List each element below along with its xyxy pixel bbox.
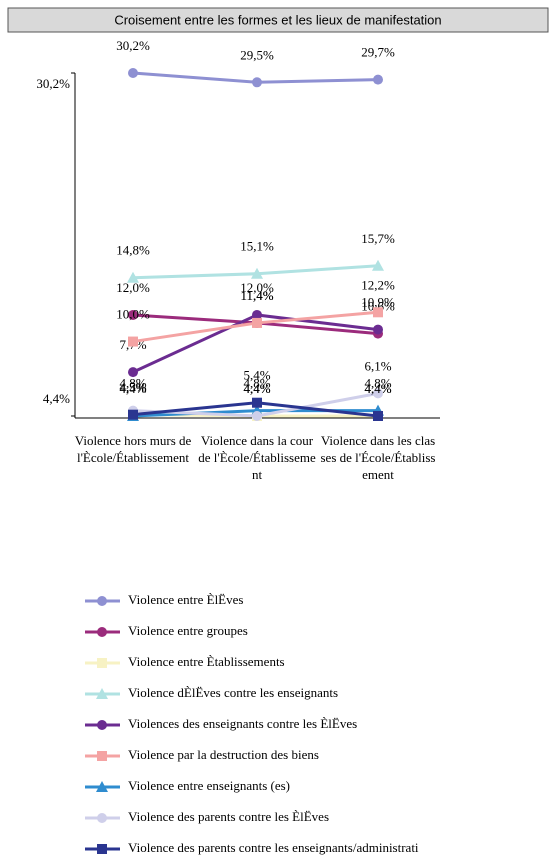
- data-point: [128, 367, 138, 378]
- chart-title: Croisement entre les formes et les lieux…: [114, 12, 441, 27]
- data-point: [128, 68, 138, 78]
- data-point: [252, 77, 262, 88]
- data-label: 15,7%: [361, 231, 395, 246]
- legend-marker: [97, 751, 107, 761]
- data-label: 10,0%: [116, 307, 150, 322]
- y-tick-label: 4,4%: [43, 391, 70, 406]
- data-label: 4,8%: [119, 376, 146, 391]
- data-label: 4,5%: [119, 380, 146, 395]
- data-label: 11,4%: [240, 288, 273, 303]
- legend-marker: [96, 781, 108, 792]
- data-point: [127, 271, 139, 283]
- data-label: 4,5%: [119, 380, 146, 395]
- legend-marker: [97, 627, 107, 637]
- x-tick-label: Violence dans les classes de l'École/Éta…: [320, 433, 436, 482]
- data-label: 11,4%: [240, 288, 273, 303]
- data-point: [372, 259, 384, 271]
- legend-label: Violences des enseignants contre les ÈlË…: [128, 716, 357, 731]
- legend-label: Violence par la destruction des biens: [128, 747, 319, 762]
- data-label: 4,8%: [243, 376, 270, 391]
- data-label: 10,6%: [361, 299, 395, 314]
- legend-marker: [97, 844, 107, 854]
- data-label: 12,2%: [361, 277, 395, 292]
- legend-label: Violence dÈlËves contre les enseignants: [128, 685, 338, 700]
- data-point: [252, 411, 262, 421]
- data-label: 15,1%: [240, 239, 274, 254]
- data-point: [373, 411, 383, 421]
- legend-label: Violence entre enseignants (es): [128, 778, 290, 793]
- data-label: 14,8%: [116, 243, 150, 258]
- data-label: 5,4%: [243, 368, 270, 383]
- data-point: [128, 336, 138, 347]
- x-tick-label: Violence hors murs de l'Ècole/Établissem…: [74, 433, 192, 465]
- data-point: [128, 309, 138, 320]
- data-point: [252, 397, 262, 408]
- data-label: 12,0%: [240, 280, 274, 295]
- data-point: [252, 317, 262, 328]
- data-label: 4,4%: [243, 381, 270, 396]
- legend-label: Violence des parents contre les enseigna…: [128, 840, 419, 855]
- legend-marker: [97, 720, 107, 730]
- data-point: [251, 267, 263, 279]
- title-box: [7, 7, 549, 33]
- data-point: [373, 324, 383, 335]
- data-point: [373, 388, 383, 399]
- data-label: 29,5%: [240, 47, 274, 62]
- legend-marker: [97, 658, 107, 668]
- data-label: 4,8%: [364, 376, 391, 391]
- data-point: [252, 309, 262, 320]
- legend-marker: [96, 688, 108, 699]
- data-label: 6,1%: [364, 358, 391, 373]
- data-label: 10,9%: [361, 295, 395, 310]
- data-label: 4,4%: [364, 381, 391, 396]
- data-label: 12,0%: [116, 280, 150, 295]
- data-point: [373, 74, 383, 85]
- data-point: [128, 409, 138, 420]
- data-label: 30,2%: [116, 38, 150, 53]
- legend-label: Violence entre Ètablissements: [128, 654, 285, 669]
- legend-marker: [97, 596, 107, 606]
- data-label: 4,4%: [119, 381, 146, 396]
- data-label: 29,7%: [361, 45, 395, 60]
- legend-label: Violence entre groupes: [128, 623, 248, 638]
- x-tick-label: Violence dans la cour de l'Ècole/Établis…: [198, 433, 316, 482]
- legend-label: Violence des parents contre les ÈlËves: [128, 809, 329, 824]
- data-label: 4,4%: [243, 381, 270, 396]
- legend-marker: [97, 813, 107, 823]
- legend-label: Violence entre ÈlËves: [128, 592, 243, 607]
- data-point: [373, 307, 383, 318]
- y-tick-label: 30,2%: [36, 76, 70, 91]
